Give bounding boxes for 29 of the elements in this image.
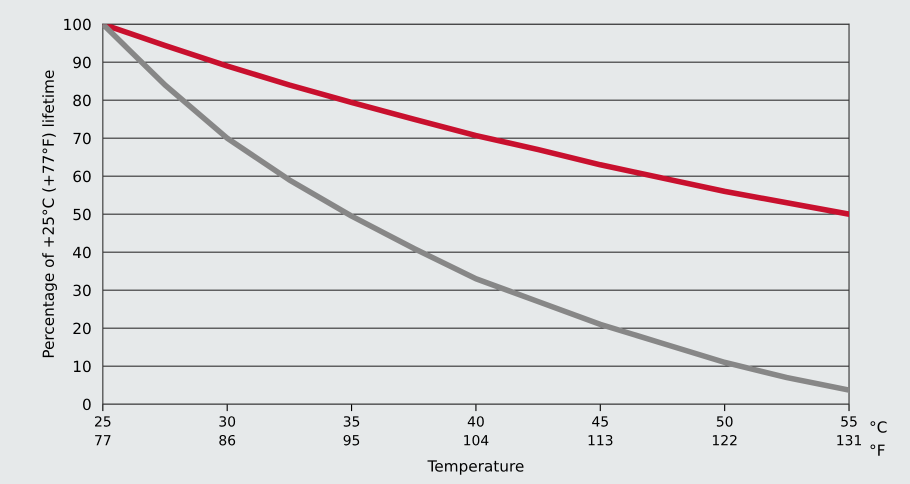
x-tick-label: 45 [592, 416, 608, 427]
x-axis-title: Temperature [428, 460, 524, 475]
x-tick-label: 30 [219, 416, 236, 427]
x2-tick-label: 131 [837, 434, 861, 446]
x-tick-label: 25 [95, 416, 110, 427]
x2-tick-label: 122 [712, 434, 737, 446]
y-tick-label: 90 [73, 56, 91, 68]
y-tick-label: 20 [73, 322, 91, 334]
text: °C [870, 421, 887, 433]
x-tick-label: 40 [468, 416, 484, 427]
x-tick-label: 55 [841, 416, 857, 427]
y-tick-label: 80 [73, 94, 91, 106]
x2-tick-label: 104 [464, 434, 488, 446]
x2-tick-label: 77 [95, 435, 110, 446]
text: °F [870, 444, 885, 456]
y-tick-label: 70 [74, 132, 91, 144]
y-tick-label: 100 [64, 18, 91, 30]
x2-tick-label: 86 [219, 434, 236, 446]
y-tick-label: 40 [73, 246, 91, 258]
y-tick-label: 60 [73, 170, 91, 182]
x2-tick-label: 113 [588, 434, 612, 446]
y-tick-label: 10 [74, 360, 91, 372]
y-tick-label: 50 [73, 208, 91, 220]
x-tick-label: 35 [344, 416, 360, 427]
x-tick-label: 50 [716, 416, 733, 427]
y-tick-label: 0 [83, 398, 91, 410]
y-tick-label: 30 [73, 284, 91, 296]
x2-tick-label: 95 [344, 434, 360, 446]
y-axis-title: Percentage of +25°C (+77°F) lifetime [42, 70, 57, 358]
